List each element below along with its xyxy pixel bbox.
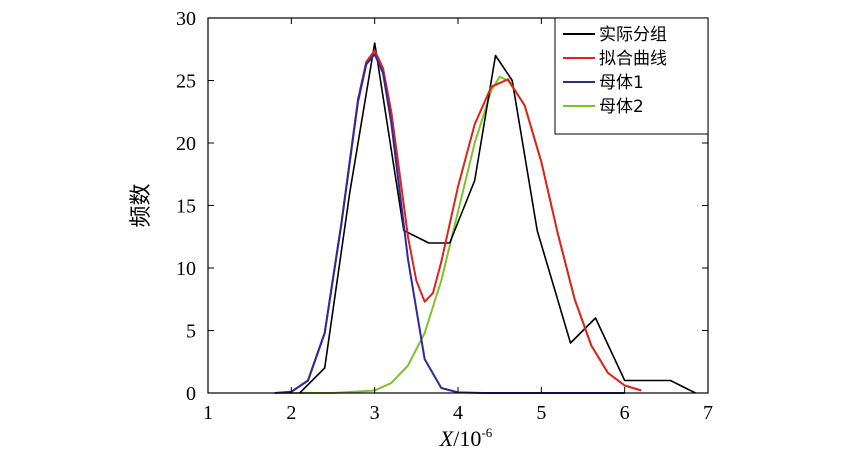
legend-label: 母体2	[599, 97, 644, 117]
legend-label: 母体1	[599, 73, 644, 93]
y-tick-label: 20	[176, 133, 196, 155]
x-tick-label: 6	[620, 402, 630, 424]
legend-label: 拟合曲线	[599, 49, 667, 69]
x-axis-title: X/10-6	[439, 425, 493, 451]
series-line-0	[299, 42, 696, 394]
y-tick-label: 5	[186, 321, 196, 343]
x-tick-label: 7	[703, 402, 713, 424]
x-tick-label: 3	[370, 402, 380, 424]
x-axis-title-sup: -6	[481, 425, 492, 440]
x-tick-label: 5	[536, 402, 546, 424]
x-tick-label: 4	[453, 402, 463, 424]
x-axis: 1 2 3 4 5 6 7	[203, 18, 713, 424]
y-tick-label: 10	[176, 258, 196, 280]
y-tick-label: 0	[186, 383, 196, 405]
legend-box	[554, 17, 709, 135]
x-axis-title-main: X/10	[439, 426, 482, 451]
y-tick-label: 25	[176, 71, 196, 93]
x-tick-label: 1	[203, 402, 213, 424]
legend-label: 实际分组	[599, 25, 667, 45]
y-axis: 0 5 10 15 20 25 30	[176, 8, 708, 405]
y-tick-label: 15	[176, 196, 196, 218]
y-axis-title: 频数	[128, 183, 153, 227]
y-tick-label: 30	[176, 8, 196, 30]
x-tick-label: 2	[286, 402, 296, 424]
